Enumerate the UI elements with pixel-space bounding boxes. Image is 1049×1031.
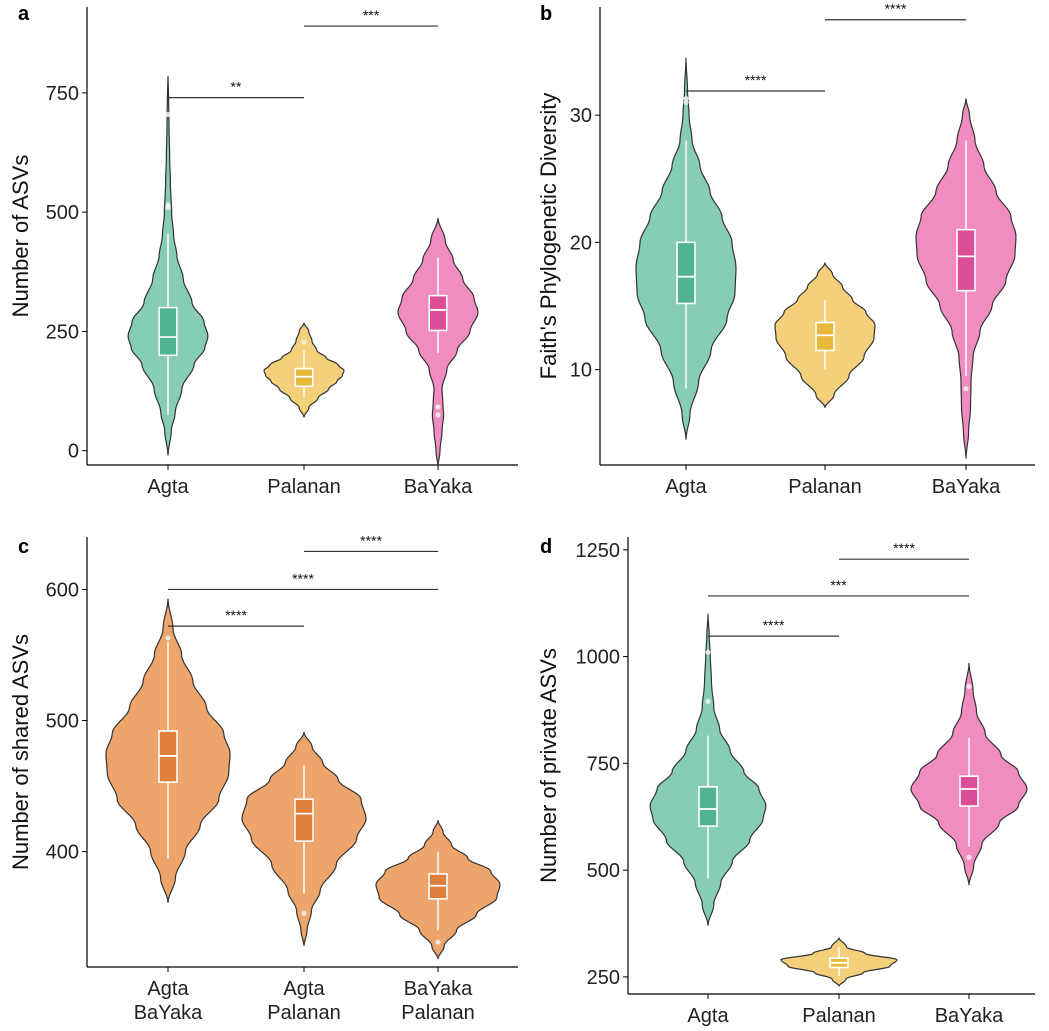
significance-label: **: [231, 79, 242, 95]
outlier-point: [165, 111, 171, 117]
x-tick-label: BaYaka: [404, 476, 473, 498]
y-axis-title: Faith's Phylogenetic Diversity: [536, 93, 561, 380]
outlier-point: [683, 99, 689, 106]
y-tick-label: 250: [587, 967, 620, 989]
box-iqr: [698, 786, 718, 827]
y-tick-label: 750: [46, 83, 79, 105]
x-tick-label: BaYaka: [935, 1005, 1004, 1026]
y-tick-label: 400: [46, 842, 79, 864]
outlier-point: [165, 202, 171, 208]
y-tick-label: 20: [570, 232, 592, 254]
outlier-point: [435, 404, 441, 410]
y-axis-title: Number of shared ASVs: [8, 634, 33, 870]
x-tick-label: Agta: [147, 978, 189, 1000]
outlier-point: [705, 698, 711, 705]
box-iqr: [956, 228, 976, 292]
significance-label: ****: [292, 570, 314, 586]
significance-label: ****: [763, 617, 785, 633]
box-iqr: [428, 294, 448, 332]
outlier-point: [683, 96, 689, 102]
outlier-point: [963, 386, 969, 392]
y-tick-label: 500: [46, 711, 79, 733]
significance-label: ***: [830, 577, 847, 593]
outlier-point: [966, 854, 972, 860]
y-tick-label: 250: [46, 321, 79, 343]
significance-label: ****: [893, 540, 915, 556]
x-tick-label: Agta: [283, 978, 325, 1000]
outlier-point: [165, 635, 171, 641]
x-tick-label: BaYaka: [932, 476, 1001, 498]
y-tick-label: 30: [570, 105, 592, 127]
y-tick-label: 1250: [576, 540, 621, 562]
box-iqr: [815, 321, 835, 352]
box-iqr: [676, 241, 696, 305]
box-iqr: [959, 775, 979, 807]
outlier-point: [301, 910, 307, 916]
significance-label: ****: [225, 607, 247, 623]
significance-label: ****: [745, 72, 767, 88]
significance-label: ****: [360, 532, 382, 548]
outlier-point: [705, 649, 711, 655]
y-tick-label: 750: [587, 753, 620, 775]
panel-letter: a: [18, 3, 30, 25]
outlier-point: [301, 339, 307, 345]
x-tick-label: BaYaka: [134, 1002, 203, 1024]
box-iqr: [158, 306, 178, 357]
outlier-point: [435, 939, 441, 945]
panel-a: a 0 250 500 750 Number of ASVs Agta Palanan BaYa…: [8, 3, 518, 498]
panel-letter: c: [18, 536, 29, 558]
y-tick-label: 0: [68, 441, 79, 463]
x-tick-label: Palanan: [401, 1002, 474, 1024]
x-tick-label: Palanan: [267, 476, 340, 498]
x-tick-label: BaYaka: [404, 978, 473, 1000]
y-tick-label: 1000: [576, 647, 621, 669]
panel-b: b 10 20 30 Faith's Phylogenetic Diversity Agt…: [536, 1, 1035, 498]
y-axis-title: Number of ASVs: [8, 155, 33, 318]
y-tick-label: 600: [46, 579, 79, 601]
x-tick-label: Agta: [687, 1005, 729, 1026]
x-tick-label: Palanan: [788, 476, 861, 498]
y-axis-title: Number of private ASVs: [536, 648, 561, 883]
outlier-point: [435, 412, 441, 418]
x-tick-label: Palanan: [267, 1002, 340, 1024]
x-tick-label: Palanan: [802, 1005, 875, 1026]
panel-d: d 250 500 750 1000 1250 Number of private ASVs…: [536, 536, 1035, 1027]
y-tick-label: 10: [570, 360, 592, 382]
box-iqr: [294, 798, 314, 842]
x-tick-label: Agta: [665, 476, 707, 498]
x-tick-label: Agta: [147, 476, 189, 498]
y-tick-label: 500: [46, 202, 79, 224]
significance-label: ***: [363, 7, 380, 23]
significance-label: ****: [885, 1, 907, 17]
outlier-point: [966, 683, 972, 690]
y-tick-label: 500: [587, 860, 620, 882]
panel-letter: d: [540, 536, 552, 558]
panel-letter: b: [540, 3, 552, 25]
